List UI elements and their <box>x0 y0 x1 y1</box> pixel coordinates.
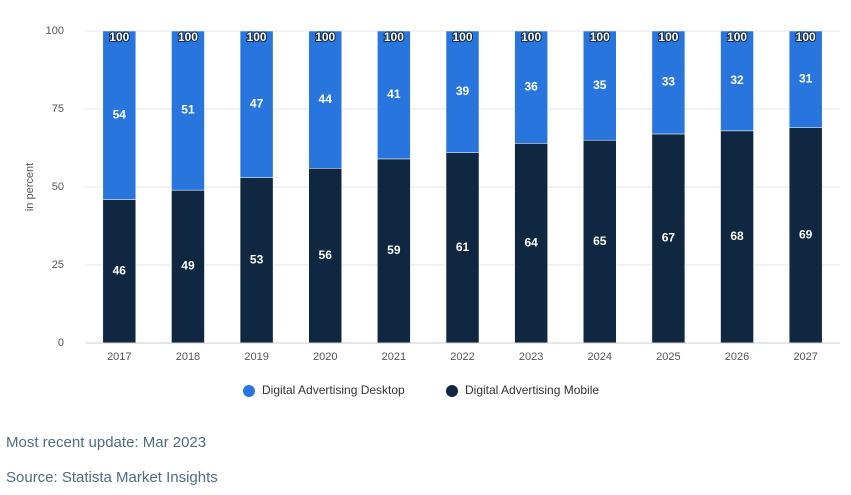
value-label: 61 <box>456 240 470 254</box>
value-label: 56 <box>319 248 333 262</box>
value-label: 44 <box>319 92 333 106</box>
value-label: 65 <box>593 234 607 248</box>
bar-segment <box>651 133 686 344</box>
x-tick-label: 2019 <box>244 351 268 363</box>
bar-segment <box>583 30 617 141</box>
value-label: 47 <box>250 96 264 110</box>
value-label: 31 <box>799 72 813 86</box>
bar-segment <box>651 30 686 135</box>
update-note: Most recent update: Mar 2023 <box>6 434 206 451</box>
total-label: 100 <box>109 30 129 44</box>
total-label: 100 <box>315 30 335 44</box>
value-label: 54 <box>113 107 127 121</box>
value-label: 53 <box>250 252 264 266</box>
x-tick-label: 2021 <box>382 351 406 363</box>
total-label: 100 <box>247 30 267 44</box>
x-tick-label: 2027 <box>793 351 817 363</box>
legend-label: Digital Advertising Mobile <box>465 383 599 397</box>
y-tick-label: 50 <box>52 181 64 193</box>
bar-segment <box>583 139 617 344</box>
bar-segment <box>514 143 548 344</box>
total-label: 100 <box>178 30 198 44</box>
value-label: 51 <box>181 103 195 117</box>
x-tick-label: 2025 <box>656 351 680 363</box>
total-label: 100 <box>590 30 610 44</box>
source-note: Source: Statista Market Insights <box>6 469 218 486</box>
value-label: 41 <box>387 87 401 101</box>
bar-segment <box>788 30 823 128</box>
legend-marker <box>446 385 458 397</box>
value-label: 64 <box>524 235 538 249</box>
value-label: 36 <box>524 79 538 93</box>
total-label: 100 <box>796 30 816 44</box>
x-tick-label: 2017 <box>107 351 131 363</box>
bar-segment <box>445 30 480 153</box>
x-tick-label: 2022 <box>450 351 474 363</box>
bar-segment <box>308 168 342 344</box>
x-tick-label: 2018 <box>176 351 200 363</box>
bar-segment <box>720 130 754 344</box>
x-tick-label: 2026 <box>725 351 749 363</box>
bar-segment <box>308 30 342 169</box>
bar-segment <box>377 158 411 344</box>
total-label: 100 <box>658 30 678 44</box>
bar-segment <box>377 30 411 160</box>
value-label: 46 <box>113 263 127 277</box>
total-label: 100 <box>521 30 541 44</box>
value-label: 49 <box>181 259 195 273</box>
bar-segment <box>788 127 823 344</box>
bar-segment <box>102 30 137 200</box>
total-label: 100 <box>384 30 404 44</box>
x-tick-label: 2023 <box>519 351 543 363</box>
legend-marker <box>243 385 255 397</box>
value-label: 67 <box>662 231 676 245</box>
bar-segment <box>720 30 754 132</box>
y-axis-label: in percent <box>24 163 36 211</box>
bar-segment <box>445 152 480 344</box>
value-label: 35 <box>593 78 607 92</box>
y-tick-label: 75 <box>52 103 64 115</box>
y-tick-label: 25 <box>52 259 64 271</box>
value-label: 39 <box>456 84 470 98</box>
total-label: 100 <box>452 30 472 44</box>
value-label: 69 <box>799 228 813 242</box>
bar-segment <box>171 30 205 191</box>
y-tick-label: 0 <box>58 337 64 349</box>
x-tick-label: 2020 <box>313 351 337 363</box>
bar-segment <box>514 30 548 144</box>
bar-segment <box>239 30 274 178</box>
x-tick-label: 2024 <box>588 351 612 363</box>
legend-label: Digital Advertising Desktop <box>262 383 405 397</box>
value-label: 32 <box>730 73 744 87</box>
y-tick-label: 100 <box>46 25 64 37</box>
value-label: 68 <box>730 229 744 243</box>
value-label: 33 <box>662 75 676 89</box>
value-label: 59 <box>387 243 401 257</box>
total-label: 100 <box>727 30 747 44</box>
bar-segment <box>102 199 137 344</box>
